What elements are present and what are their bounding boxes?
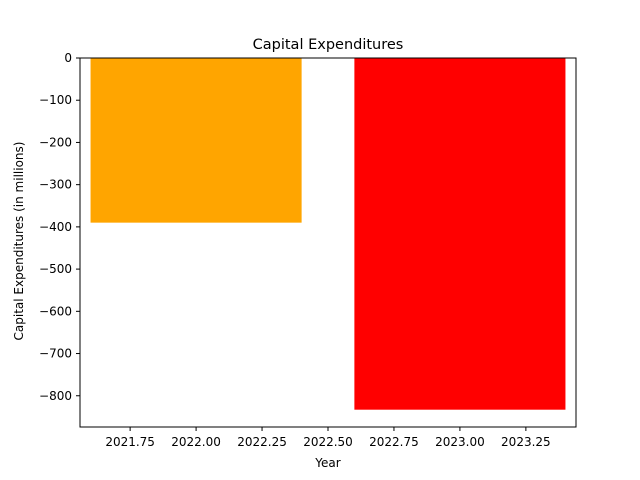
x-tick-label: 2022.75 — [369, 435, 419, 449]
y-tick-label: −500 — [39, 262, 72, 276]
y-tick-label: −700 — [39, 347, 72, 361]
x-tick-label: 2023.00 — [435, 435, 485, 449]
x-tick-label: 2022.50 — [303, 435, 353, 449]
bar-2023 — [354, 58, 566, 410]
x-tick-label: 2021.75 — [105, 435, 155, 449]
x-axis-title: Year — [314, 456, 340, 470]
y-axis-title: Capital Expenditures (in millions) — [12, 142, 26, 341]
x-tick-label: 2022.25 — [237, 435, 287, 449]
y-tick-label: −200 — [39, 135, 72, 149]
x-ticks-group: 2021.75 2022.00 2022.25 2022.50 2022.75 2023.… — [105, 427, 551, 449]
x-tick-label: 2022.00 — [171, 435, 221, 449]
y-tick-label: −100 — [39, 93, 72, 107]
bars-group — [90, 58, 566, 410]
y-tick-label: −800 — [39, 389, 72, 403]
bar-2022 — [90, 58, 302, 223]
chart-title: Capital Expenditures — [253, 37, 404, 53]
y-tick-label: 0 — [64, 51, 72, 65]
x-tick-label: 2023.25 — [501, 435, 551, 449]
y-tick-label: −400 — [39, 220, 72, 234]
y-tick-label: −600 — [39, 304, 72, 318]
y-tick-label: −300 — [39, 178, 72, 192]
y-ticks-group: 0 −100 −200 −300 −400 −500 −600 −700 −800 — [39, 51, 80, 403]
